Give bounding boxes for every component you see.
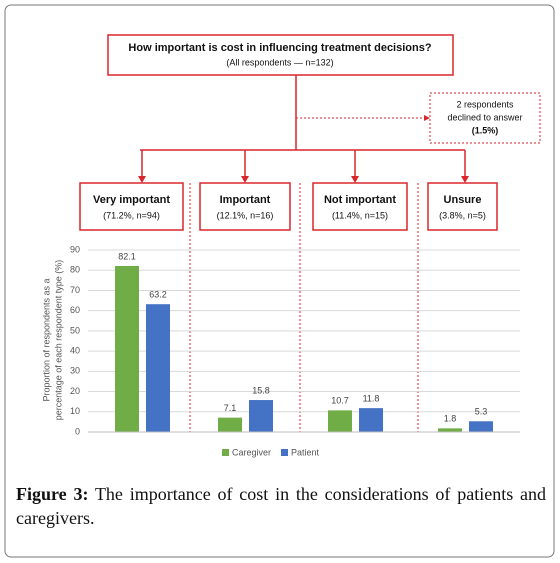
y-tick-label: 40 <box>70 345 80 355</box>
y-tick-label: 20 <box>70 386 80 396</box>
declined-box <box>429 92 541 144</box>
data-label: 15.8 <box>252 385 270 395</box>
arrow <box>138 176 146 183</box>
y-axis-label: Proportion of respondents as a <box>41 278 51 401</box>
legend-swatch <box>281 449 289 456</box>
bar <box>469 421 493 432</box>
y-tick-label: 30 <box>70 366 80 376</box>
y-tick-label: 60 <box>70 305 80 315</box>
data-label: 10.7 <box>331 396 349 406</box>
y-tick-label: 10 <box>70 406 80 416</box>
arrow <box>424 115 430 121</box>
data-label: 82.1 <box>118 251 136 261</box>
question-box <box>107 34 454 76</box>
y-tick-label: 70 <box>70 285 80 295</box>
arrow <box>241 176 249 183</box>
y-tick-label: 80 <box>70 265 80 275</box>
category-note: (3.8%, n=5) <box>439 210 486 220</box>
declined-text: declined to answer <box>447 112 522 122</box>
category-note: (71.2%, n=94) <box>103 210 160 220</box>
category-box <box>427 182 498 231</box>
category-note: (11.4%, n=15) <box>332 210 388 220</box>
declined-text: (1.5%) <box>472 125 499 135</box>
bar <box>359 408 383 432</box>
bar <box>115 265 139 432</box>
category-note: (12.1%, n=16) <box>217 210 274 220</box>
category-label: Unsure <box>444 194 482 206</box>
declined-text: 2 respondents <box>456 99 514 109</box>
question-title: How important is cost in influencing tre… <box>128 42 431 54</box>
data-label: 5.3 <box>475 407 488 417</box>
legend-label: Patient <box>291 447 320 457</box>
y-tick-label: 50 <box>70 325 80 335</box>
category-box <box>199 182 291 231</box>
bar <box>438 428 462 432</box>
legend-label: Caregiver <box>232 447 271 457</box>
y-tick-label: 0 <box>75 426 80 436</box>
y-axis-label: percentage of each respondent type (%) <box>53 260 63 421</box>
bar <box>328 410 352 432</box>
data-label: 11.8 <box>363 394 380 404</box>
data-label: 7.1 <box>224 403 237 413</box>
data-label: 1.8 <box>444 414 457 424</box>
arrow <box>461 176 469 183</box>
y-tick-label: 90 <box>70 244 80 254</box>
caption: Figure 3: The importance of cost in the … <box>16 482 546 530</box>
category-label: Important <box>220 194 271 206</box>
category-label: Very important <box>93 194 170 206</box>
category-box <box>79 182 184 231</box>
category-box <box>312 182 408 231</box>
bar <box>218 417 242 432</box>
category-label: Not important <box>324 194 396 206</box>
arrow <box>351 176 359 183</box>
bar <box>249 400 273 432</box>
question-subtitle: (All respondents — n=132) <box>226 57 333 67</box>
data-label: 63.2 <box>149 290 167 300</box>
caption-label: Figure 3: <box>16 484 89 504</box>
bar <box>146 304 170 432</box>
legend-swatch <box>222 449 229 456</box>
caption-text: The importance of cost in the considerat… <box>16 484 546 528</box>
frame <box>4 4 555 558</box>
